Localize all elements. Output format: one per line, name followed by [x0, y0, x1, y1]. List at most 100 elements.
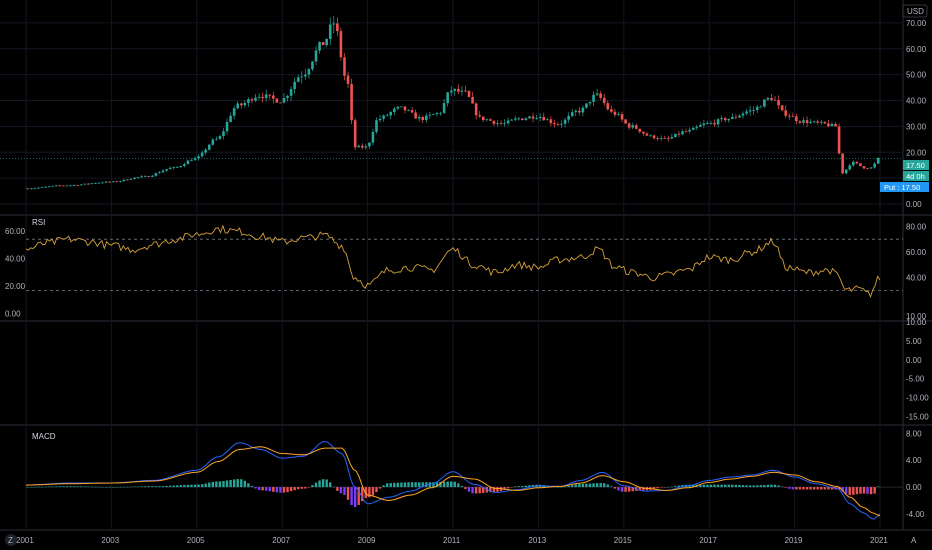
- candle-body: [780, 105, 784, 111]
- empty-pane-tick-label: -15.00: [906, 412, 929, 421]
- candle-body: [368, 142, 371, 147]
- empty-pane-tick-label: 5.00: [906, 337, 922, 346]
- price-pane[interactable]: [0, 15, 903, 190]
- macd-histogram-bar: [812, 487, 816, 490]
- macd-histogram-bar: [571, 485, 574, 488]
- time-tick-label: 2013: [528, 536, 546, 545]
- macd-histogram-bar: [243, 480, 247, 488]
- candle-body: [311, 61, 314, 70]
- candle-body: [798, 121, 802, 123]
- candle-body: [638, 128, 642, 132]
- price-tick-label: 40.00: [906, 97, 927, 106]
- macd-histogram-bar: [83, 486, 86, 488]
- macd-histogram-bar: [261, 487, 264, 491]
- candle-body: [652, 135, 656, 139]
- candle-body: [439, 112, 442, 114]
- macd-histogram-bar: [378, 487, 382, 489]
- macd-histogram-bar: [798, 487, 802, 490]
- macd-histogram-bar: [702, 484, 706, 488]
- candle-body: [503, 123, 506, 124]
- candle-body: [126, 179, 129, 181]
- macd-histogram-bar: [638, 487, 642, 491]
- candle-body: [791, 116, 795, 117]
- macd-histogram-bar: [613, 487, 617, 489]
- rsi-pane[interactable]: [25, 224, 903, 299]
- candle-body: [336, 23, 339, 32]
- macd-histogram-bar: [282, 487, 286, 493]
- macd-histogram-bar: [343, 487, 346, 495]
- macd-histogram-bar: [393, 482, 396, 488]
- macd-histogram-bar: [471, 487, 474, 494]
- macd-histogram-bar: [823, 487, 827, 490]
- candle-body: [759, 106, 763, 108]
- candle-body: [556, 124, 560, 126]
- price-tick-label: 20.00: [906, 148, 927, 157]
- candle-body: [457, 88, 460, 92]
- macd-histogram-bar: [506, 487, 510, 489]
- time-tick-label: 2019: [785, 536, 803, 545]
- candle-body: [602, 97, 606, 104]
- candle-body: [286, 95, 289, 99]
- candle-body: [869, 167, 873, 169]
- rsi-right-tick-label: 80.00: [906, 222, 927, 231]
- candle-body: [44, 186, 47, 188]
- corner-left-button[interactable]: Z: [5, 534, 17, 546]
- macd-histogram-bar: [855, 487, 859, 495]
- candle-body: [663, 138, 667, 139]
- candle-body: [58, 185, 62, 187]
- macd-histogram-bar: [94, 486, 97, 488]
- candle-body: [183, 164, 186, 166]
- macd-histogram-bar: [467, 487, 471, 492]
- macd-histogram-bar: [460, 485, 464, 488]
- candle-body: [400, 106, 403, 108]
- macd-pane[interactable]: [25, 440, 903, 520]
- macd-histogram-bar: [240, 479, 243, 488]
- candle-body: [346, 75, 350, 84]
- macd-histogram-bar: [709, 484, 713, 488]
- macd-histogram-bar: [183, 484, 186, 488]
- candle-body: [716, 119, 720, 125]
- macd-histogram-bar: [111, 487, 115, 488]
- rsi-left-tick-label: 20.00: [5, 282, 26, 291]
- candle-body: [731, 116, 734, 119]
- macd-histogram-bar: [627, 487, 631, 492]
- macd-histogram-bar: [659, 487, 663, 488]
- macd-histogram-bar: [197, 484, 200, 488]
- candle-body: [734, 116, 738, 118]
- macd-histogram-bar: [592, 483, 595, 488]
- candle-body: [674, 133, 677, 138]
- candle-body: [695, 126, 699, 128]
- currency-button[interactable]: USD: [902, 4, 928, 18]
- macd-histogram-bar: [464, 487, 467, 489]
- candle-body: [855, 161, 859, 164]
- candle-body: [645, 133, 649, 136]
- macd-histogram-bar: [759, 485, 762, 488]
- macd-histogram-bar: [318, 480, 321, 488]
- macd-histogram-bar: [414, 482, 417, 488]
- candle-body: [321, 42, 325, 46]
- macd-histogram-bar: [407, 482, 410, 488]
- macd-histogram-bar: [272, 487, 275, 492]
- macd-histogram-bar: [417, 482, 421, 488]
- macd-histogram-bar: [624, 487, 627, 492]
- candle-body: [873, 163, 876, 168]
- macd-pane-title: MACD: [32, 432, 56, 441]
- candle-body: [834, 123, 837, 127]
- macd-histogram-bar: [841, 487, 844, 492]
- candle-body: [254, 97, 257, 101]
- candle-body: [172, 167, 175, 168]
- macd-histogram-bar: [852, 487, 855, 495]
- macd-histogram-bar: [250, 486, 254, 488]
- candle-body: [738, 115, 741, 118]
- macd-histogram-bar: [119, 486, 122, 488]
- macd-histogram-bar: [76, 486, 79, 488]
- candle-body: [624, 119, 627, 124]
- candle-body: [862, 166, 866, 169]
- candle-body: [282, 98, 286, 103]
- candle-body: [449, 90, 453, 93]
- macd-histogram-bar: [610, 486, 613, 488]
- corner-right-button[interactable]: A: [911, 536, 917, 545]
- macd-histogram-bar: [588, 483, 592, 488]
- candle-body: [752, 110, 755, 111]
